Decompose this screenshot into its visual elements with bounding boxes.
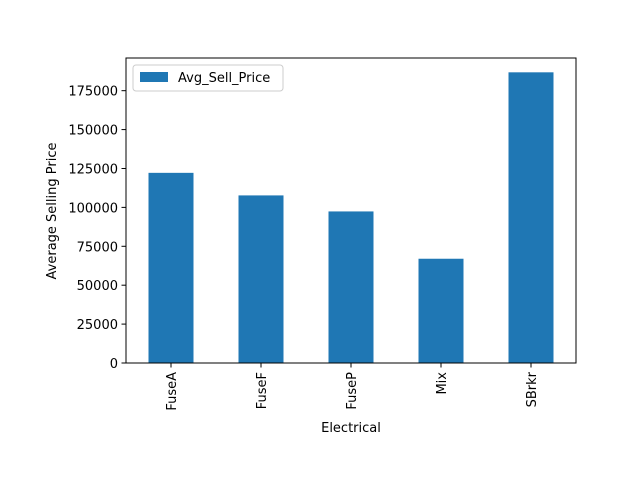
bar-fusep: [328, 211, 374, 363]
x-axis-label: Electrical: [321, 421, 381, 436]
x-tick-label: FuseP: [345, 372, 360, 410]
plot-area-frame: [125, 57, 577, 364]
bar-fusef: [238, 195, 284, 363]
legend-entry-label: Avg_Sell_Price: [178, 71, 270, 86]
legend: Avg_Sell_Price: [132, 64, 284, 92]
y-tick-label: 100000: [68, 201, 118, 216]
bars-layer: [148, 72, 554, 363]
x-tick-label: FuseA: [165, 372, 180, 411]
x-tick-label: FuseF: [255, 372, 270, 409]
y-tick-label: 0: [110, 357, 118, 372]
y-axis-ticks: 0 25000 50000 75000 100000 125000 150000 175000: [68, 85, 126, 372]
y-tick-label: 175000: [68, 85, 118, 100]
x-axis-ticks: FuseA FuseF FuseP Mix SBrkr: [165, 363, 540, 411]
y-tick-label: 25000: [77, 318, 118, 333]
y-axis-label: Average Selling Price: [45, 143, 60, 280]
bar-mix: [418, 258, 464, 363]
legend-swatch: [140, 72, 168, 82]
y-tick-label: 50000: [77, 279, 118, 294]
x-tick-label: Mix: [435, 372, 450, 395]
x-tick-label: SBrkr: [525, 371, 540, 407]
bar-sbrkr: [508, 72, 554, 363]
legend-frame: [132, 64, 284, 92]
y-tick-label: 150000: [68, 124, 118, 139]
y-tick-label: 125000: [68, 162, 118, 177]
y-tick-label: 75000: [77, 240, 118, 255]
bar-fusea: [148, 172, 194, 363]
